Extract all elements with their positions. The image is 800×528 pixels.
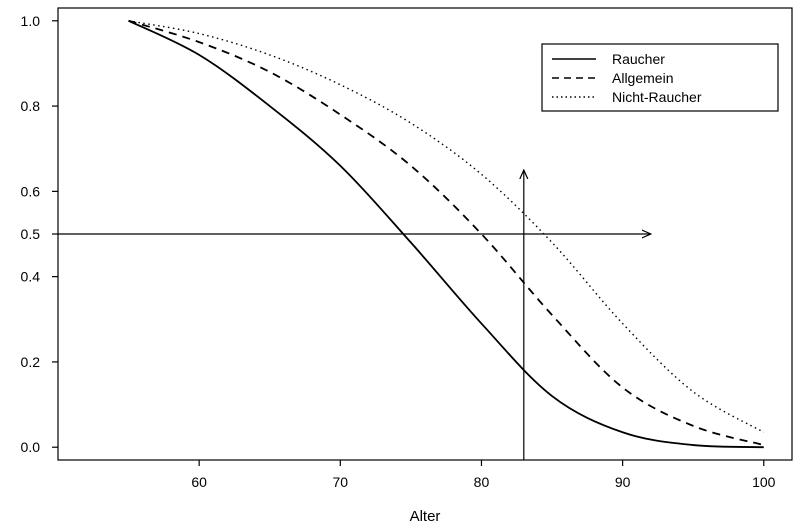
y-tick-label: 0.4 [21, 269, 41, 285]
y-axis: 0.0 0.2 0.4 0.5 0.6 0.8 1.0 [21, 13, 58, 455]
y-tick-label: 0.8 [21, 98, 41, 114]
y-tick-label: 0.6 [21, 183, 41, 199]
x-tick-label: 100 [752, 474, 776, 490]
legend: Raucher Allgemein Nicht-Raucher [541, 43, 779, 112]
y-tick-label: 1.0 [21, 13, 41, 29]
series-line-raucher [128, 19, 764, 449]
series-line-allgemein [128, 19, 765, 446]
series-lines [128, 19, 765, 449]
y-tick-label: 0.5 [21, 226, 41, 242]
x-tick-label: 70 [333, 474, 349, 490]
annotation-arrows [58, 170, 651, 460]
x-axis: 60 70 80 90 100 [191, 460, 776, 490]
y-tick-label: 0.2 [21, 354, 41, 370]
x-tick-label: 60 [191, 474, 207, 490]
x-axis-title: Alter [410, 508, 441, 525]
x-tick-label: 80 [474, 474, 490, 490]
legend-label-raucher: Raucher [612, 51, 665, 67]
y-tick-label: 0.0 [21, 439, 41, 455]
legend-label-allgemein: Allgemein [612, 70, 673, 86]
legend-label-nicht-raucher: Nicht-Raucher [612, 89, 702, 105]
x-tick-label: 90 [615, 474, 631, 490]
series-line-nicht-raucher [128, 20, 765, 433]
